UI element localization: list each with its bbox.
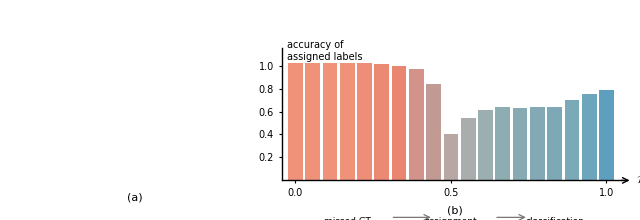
- Bar: [461, 118, 476, 180]
- Bar: [513, 108, 527, 180]
- Bar: [495, 107, 510, 180]
- Text: assignment
error: assignment error: [424, 217, 477, 220]
- Text: (b): (b): [447, 206, 462, 216]
- Bar: [478, 110, 493, 180]
- Bar: [582, 94, 596, 180]
- Bar: [340, 63, 355, 180]
- Bar: [392, 66, 406, 180]
- Bar: [599, 90, 614, 180]
- Text: accuracy of
assigned labels: accuracy of assigned labels: [287, 40, 362, 62]
- Bar: [426, 84, 441, 180]
- Bar: [547, 107, 562, 180]
- Bar: [444, 134, 458, 180]
- Bar: [409, 69, 424, 180]
- Text: (a): (a): [127, 192, 142, 202]
- Bar: [323, 63, 337, 180]
- Bar: [357, 63, 372, 180]
- Bar: [288, 63, 303, 180]
- Bar: [374, 64, 389, 180]
- Bar: [564, 100, 579, 180]
- Text: classification
error: classification error: [525, 217, 584, 220]
- Text: missed GT
error: missed GT error: [324, 217, 371, 220]
- Text: $\mathcal{T}_i$: $\mathcal{T}_i$: [636, 174, 640, 187]
- Bar: [530, 107, 545, 180]
- Bar: [305, 63, 320, 180]
